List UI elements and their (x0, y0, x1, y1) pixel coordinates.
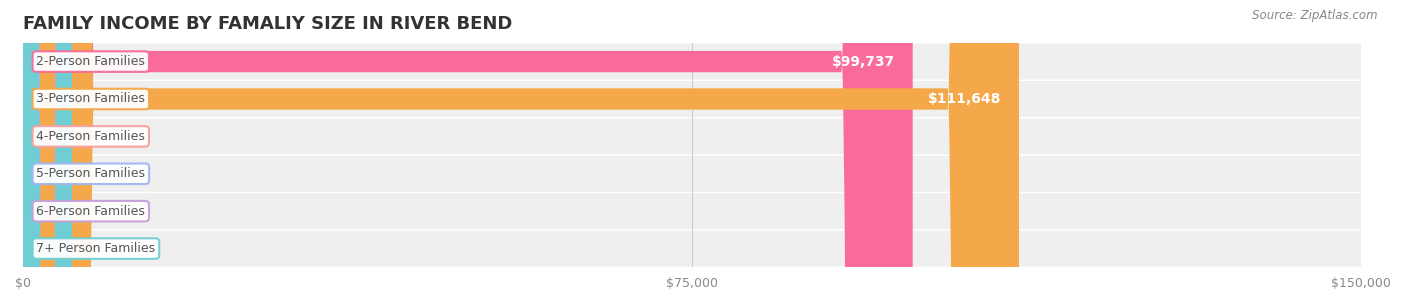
FancyBboxPatch shape (22, 156, 1361, 192)
Text: 7+ Person Families: 7+ Person Families (37, 242, 156, 255)
Text: $111,648: $111,648 (928, 92, 1001, 106)
FancyBboxPatch shape (22, 193, 1361, 229)
Text: 3-Person Families: 3-Person Families (37, 92, 145, 106)
FancyBboxPatch shape (22, 0, 912, 305)
FancyBboxPatch shape (22, 0, 1019, 305)
FancyBboxPatch shape (22, 0, 72, 305)
FancyBboxPatch shape (22, 81, 1361, 117)
FancyBboxPatch shape (22, 0, 72, 305)
Text: Source: ZipAtlas.com: Source: ZipAtlas.com (1253, 9, 1378, 22)
Text: $0: $0 (86, 167, 103, 181)
Text: 4-Person Families: 4-Person Families (37, 130, 145, 143)
FancyBboxPatch shape (22, 0, 72, 305)
Text: FAMILY INCOME BY FAMALIY SIZE IN RIVER BEND: FAMILY INCOME BY FAMALIY SIZE IN RIVER B… (22, 15, 512, 33)
Text: 2-Person Families: 2-Person Families (37, 55, 145, 68)
Text: $99,737: $99,737 (832, 55, 894, 69)
FancyBboxPatch shape (22, 231, 1361, 267)
Text: $0: $0 (86, 204, 103, 218)
Text: $0: $0 (86, 129, 103, 143)
Text: 5-Person Families: 5-Person Families (37, 167, 145, 180)
Text: 6-Person Families: 6-Person Families (37, 205, 145, 218)
FancyBboxPatch shape (22, 0, 72, 305)
Text: $0: $0 (86, 242, 103, 256)
FancyBboxPatch shape (22, 44, 1361, 80)
FancyBboxPatch shape (22, 118, 1361, 154)
